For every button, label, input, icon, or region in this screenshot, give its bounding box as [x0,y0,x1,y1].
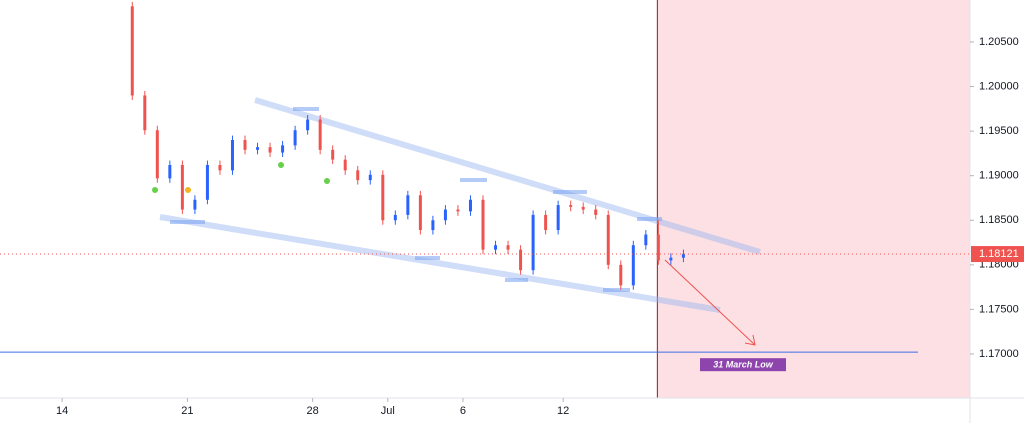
candle-body [293,130,297,146]
arrow-head [744,334,756,346]
last-price-label: 1.18121 [979,248,1019,260]
candle-body [155,130,159,179]
candle-body [631,245,635,286]
candle-body [556,205,560,231]
candle-body [681,254,685,258]
candle-body [431,220,435,231]
x-tick-label: 6 [460,405,466,417]
candle-body [506,245,510,250]
upper-trendline [254,97,761,255]
y-tick-label: 1.17500 [979,303,1019,315]
candle-body [669,257,673,261]
swing-markers [170,107,662,292]
candle-body [356,170,360,181]
candle-body [594,209,598,215]
candle-body [318,119,322,150]
x-tick-label: 14 [56,405,68,417]
candle-body [406,195,410,215]
y-tick-label: 1.19500 [979,125,1019,137]
candle-body [381,174,385,221]
annotation-text: 31 March Low [713,360,774,370]
candle-body [418,195,422,231]
candle-body [180,164,184,210]
signal-dot [185,187,191,193]
candle-body [268,147,272,153]
signal-dot [278,162,284,168]
candle-body [368,174,372,181]
candle-body [494,245,498,250]
candle-body [193,199,197,210]
candle-body [256,147,260,150]
candle-body [393,214,397,221]
y-tick-label: 1.20000 [979,80,1019,92]
candle-body [168,164,172,179]
projection-arrow [664,259,756,346]
candle-body [644,234,648,246]
candle-body [544,214,548,231]
candle-body [218,164,222,171]
candle-body [443,209,447,221]
y-tick-label: 1.17000 [979,348,1019,360]
last-price-box [971,246,1024,263]
x-tick-label: 12 [557,405,569,417]
candle-body [606,214,610,265]
y-tick-label: 1.18500 [979,214,1019,226]
candle-body [230,140,234,171]
candle-body [481,199,485,250]
highlight-region [657,0,970,398]
candle-body [581,206,585,210]
candle-body [468,199,472,212]
x-tick-label: 21 [181,405,193,417]
candle-body [243,140,247,150]
candle-body [619,264,623,286]
candle-body [531,214,535,271]
candle-body [331,149,335,160]
signal-dot [324,178,330,184]
candle-body [306,119,310,131]
candle-body [519,249,523,271]
pattern-drawings [152,97,761,346]
candle-body [569,205,573,207]
y-tick-label: 1.19000 [979,170,1019,182]
signal-dot [152,187,158,193]
candle-body [143,95,147,131]
lower-trendline [159,214,721,313]
y-tick-label: 1.20500 [979,36,1019,48]
candle-body [130,6,134,96]
x-tick-label: 28 [307,405,319,417]
candle-body [343,159,347,171]
x-tick-label: Jul [381,405,395,417]
candle-body [656,234,660,261]
candle-body [281,145,285,153]
annotation-box [700,358,786,372]
candle-body [456,209,460,212]
candle-body [205,164,209,200]
